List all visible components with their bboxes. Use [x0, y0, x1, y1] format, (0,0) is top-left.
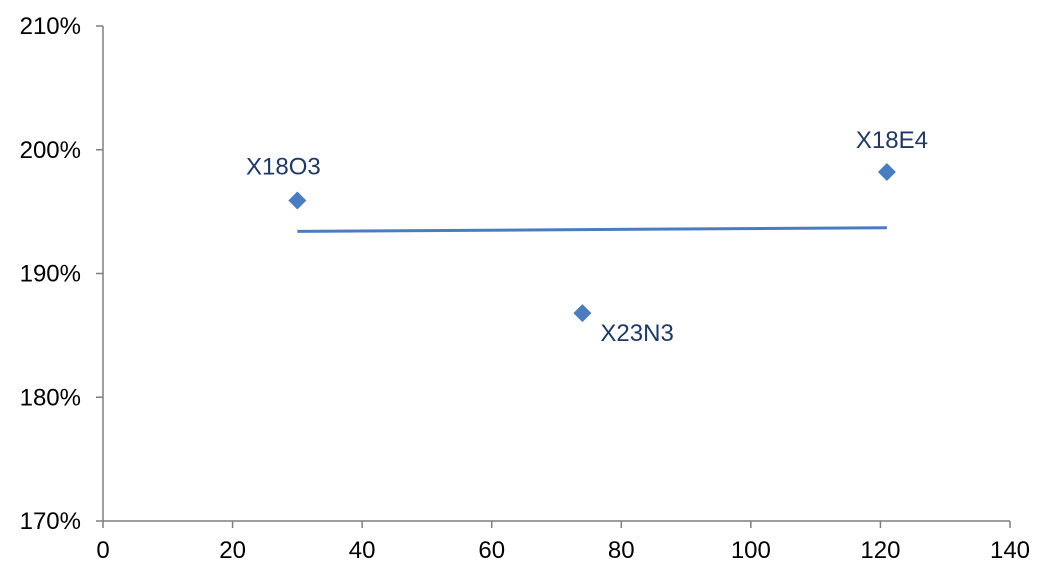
data-point-marker: [573, 304, 592, 323]
x-tick-label: 0: [96, 537, 109, 564]
x-tick-label: 80: [608, 537, 635, 564]
data-point-label: X18O3: [246, 153, 321, 180]
y-tick-label: 200%: [20, 137, 81, 164]
x-tick-label: 40: [349, 537, 376, 564]
data-point-label: X18E4: [856, 127, 928, 154]
x-tick-label: 20: [219, 537, 246, 564]
y-tick-label: 190%: [20, 261, 81, 288]
y-tick-label: 170%: [20, 508, 81, 535]
trendline-group: [297, 226, 887, 233]
data-point-marker: [877, 163, 896, 182]
data-point-marker: [288, 191, 307, 210]
x-tick-label: 100: [731, 537, 771, 564]
x-tick-label: 140: [990, 537, 1030, 564]
data-points: [288, 163, 896, 323]
x-tick-label: 60: [478, 537, 505, 564]
x-tick-label: 120: [860, 537, 900, 564]
y-tick-label: 180%: [20, 384, 81, 411]
trendline: [297, 226, 887, 233]
y-tick-label: 210%: [20, 13, 81, 40]
axes: 170% 180% 190% 200% 210% 0 20 40 60 80 100 120 140: [20, 13, 1030, 564]
data-labels: X18O3 X23N3 X18E4: [246, 127, 928, 347]
data-point-label: X23N3: [600, 320, 673, 347]
